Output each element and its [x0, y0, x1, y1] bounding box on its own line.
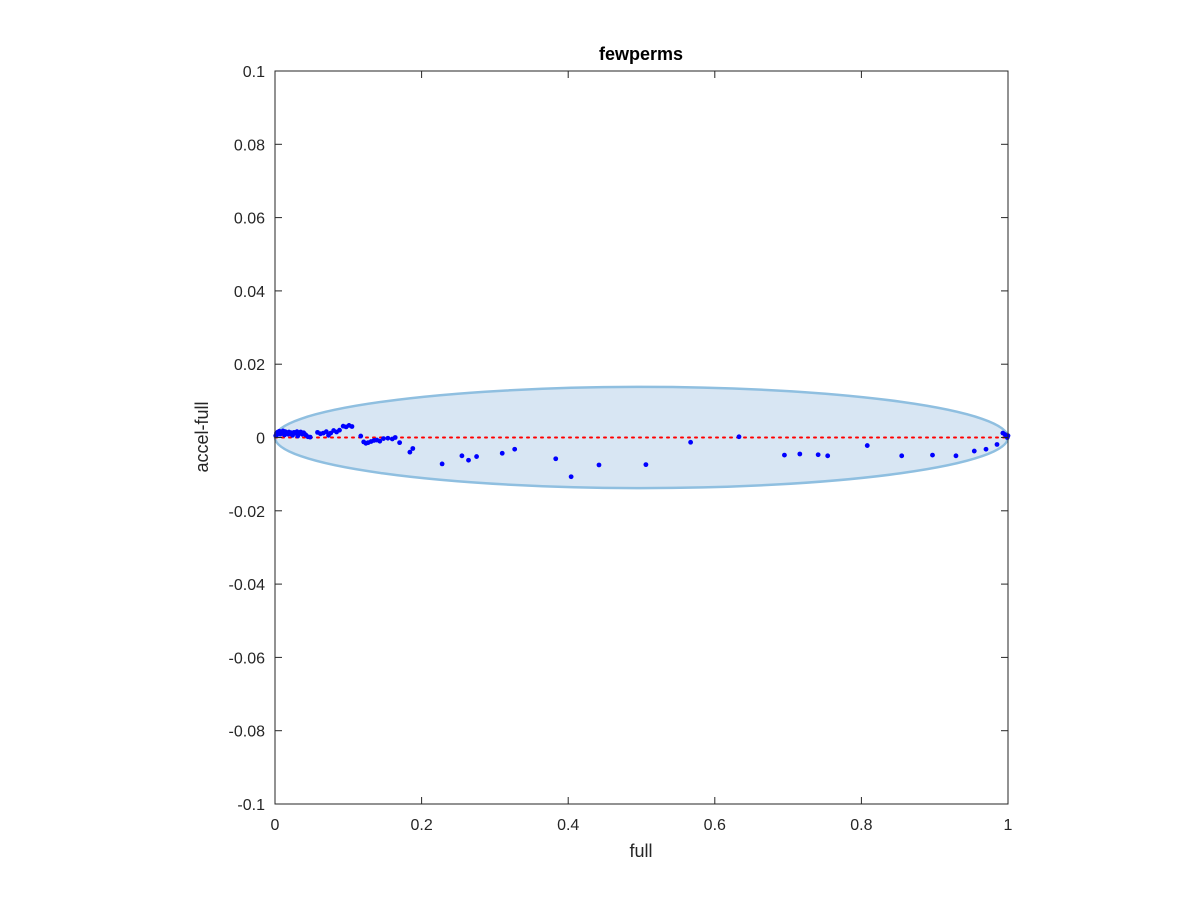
data-point: [459, 453, 465, 459]
x-tick-label: 0.2: [410, 817, 432, 834]
y-tick-label: -0.02: [229, 504, 266, 521]
x-tick-label: 1: [1004, 817, 1013, 834]
data-point: [392, 435, 398, 440]
y-tick-label: 0.06: [234, 211, 265, 228]
y-tick-label: -0.08: [229, 724, 266, 741]
data-point: [782, 452, 787, 458]
data-point: [377, 438, 383, 444]
data-point: [899, 453, 905, 459]
data-point: [323, 429, 329, 435]
y-tick-label: 0: [256, 431, 265, 448]
data-point: [337, 427, 342, 433]
data-point: [397, 440, 403, 446]
ticks-layer: 0 0.2 0.4 0.6 0.8 1 -0.1 -0.08 -0.06 -0.04 -0.02 0 0…: [229, 64, 1013, 834]
data-point: [736, 434, 742, 440]
data-point: [994, 442, 1000, 447]
x-tick-label: 0.4: [557, 817, 579, 834]
x-tick-label: 0.8: [850, 817, 872, 834]
data-point: [474, 454, 479, 459]
y-tick-label: 0.08: [234, 137, 265, 154]
data-point: [466, 457, 471, 463]
data-point: [499, 450, 505, 456]
data-point: [643, 462, 649, 468]
y-tick-label: 0.04: [234, 284, 265, 301]
data-point: [553, 456, 559, 462]
data-point: [307, 434, 313, 440]
plot-frame: [274, 70, 1009, 805]
y-tick-label: -0.06: [229, 650, 266, 667]
y-tick-label: 0.02: [234, 357, 265, 374]
y-tick-label: 0.1: [243, 64, 265, 81]
data-point: [815, 452, 821, 458]
data-point: [439, 461, 445, 467]
data-point: [971, 448, 977, 454]
data-point: [688, 439, 694, 445]
chart-title: fewperms: [599, 44, 683, 64]
data-point: [407, 449, 413, 455]
data-point: [797, 451, 803, 457]
data-point: [512, 446, 518, 452]
data-point: [953, 453, 959, 459]
data-point: [596, 462, 602, 468]
data-point: [568, 474, 574, 480]
data-point: [983, 446, 989, 452]
data-point: [349, 424, 355, 429]
data-point: [381, 436, 386, 441]
x-axis-label: full: [629, 841, 652, 861]
data-point: [930, 452, 935, 458]
data-point: [385, 435, 391, 441]
x-tick-label: 0.6: [704, 817, 726, 834]
data-point: [825, 453, 831, 459]
data-point: [358, 433, 364, 439]
data-point: [864, 443, 870, 448]
y-tick-label: -0.1: [237, 797, 265, 814]
y-axis-label: accel-full: [192, 401, 212, 472]
y-tick-label: -0.04: [229, 577, 266, 594]
data-point: [410, 446, 416, 451]
x-tick-label: 0: [271, 817, 280, 834]
